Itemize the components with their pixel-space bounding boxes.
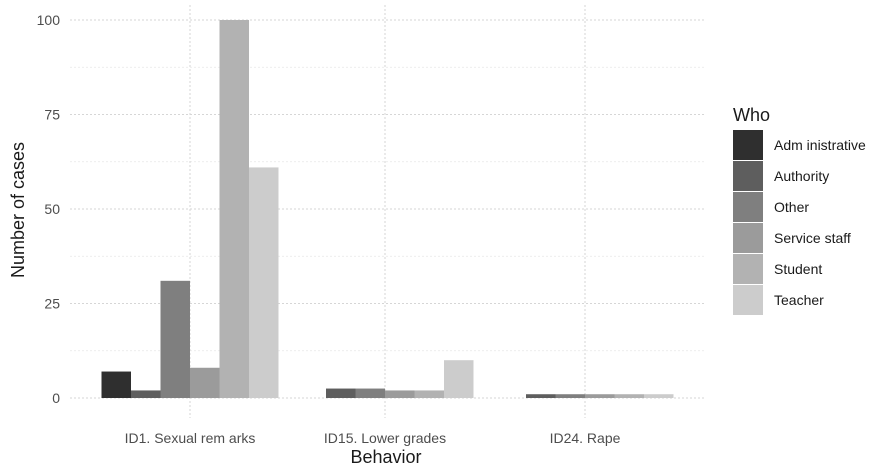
bar bbox=[526, 394, 556, 398]
legend-label: Authority bbox=[774, 168, 829, 184]
legend-swatch bbox=[733, 285, 763, 315]
x-tick-label: ID24. Rape bbox=[550, 430, 621, 446]
y-tick-label: 100 bbox=[37, 12, 61, 28]
bar bbox=[644, 394, 674, 398]
bar bbox=[131, 390, 161, 398]
legend-swatch bbox=[733, 254, 763, 284]
bars bbox=[101, 20, 674, 398]
x-axis: ID1. Sexual rem arks ID15. Lower grades ID… bbox=[125, 430, 621, 446]
legend-swatch bbox=[733, 223, 763, 253]
bar bbox=[385, 390, 415, 398]
bar bbox=[355, 388, 385, 398]
bar bbox=[101, 371, 131, 398]
y-axis: 0 25 50 75 100 bbox=[37, 12, 61, 406]
y-tick-label: 50 bbox=[44, 201, 60, 217]
legend-items: Adm inistrative Authority Other Service sta… bbox=[733, 130, 866, 315]
legend-label: Other bbox=[774, 199, 809, 215]
legend-swatch bbox=[733, 130, 763, 160]
x-tick-label: ID1. Sexual rem arks bbox=[125, 430, 256, 446]
legend-label: Adm inistrative bbox=[774, 137, 866, 153]
bar bbox=[249, 167, 279, 398]
bar bbox=[414, 390, 444, 398]
bar bbox=[160, 280, 190, 398]
legend-swatch bbox=[733, 192, 763, 222]
x-axis-title: Behavior bbox=[350, 447, 421, 467]
legend-label: Student bbox=[774, 261, 822, 277]
bar bbox=[585, 394, 615, 398]
legend-label: Service staff bbox=[774, 230, 851, 246]
y-tick-label: 75 bbox=[44, 107, 60, 123]
legend-title: Who bbox=[733, 105, 770, 125]
bar bbox=[326, 388, 356, 398]
bar bbox=[614, 394, 644, 398]
bar bbox=[444, 360, 474, 398]
y-tick-label: 25 bbox=[44, 296, 60, 312]
legend: Who Adm inistrative Authority Other Service… bbox=[733, 105, 866, 315]
x-tick-label: ID15. Lower grades bbox=[324, 430, 446, 446]
y-tick-label: 0 bbox=[52, 390, 60, 406]
legend-label: Teacher bbox=[774, 292, 824, 308]
legend-swatch bbox=[733, 161, 763, 191]
bar bbox=[190, 367, 220, 398]
y-axis-title: Number of cases bbox=[8, 142, 28, 278]
bar bbox=[219, 20, 249, 398]
bar bbox=[555, 394, 585, 398]
